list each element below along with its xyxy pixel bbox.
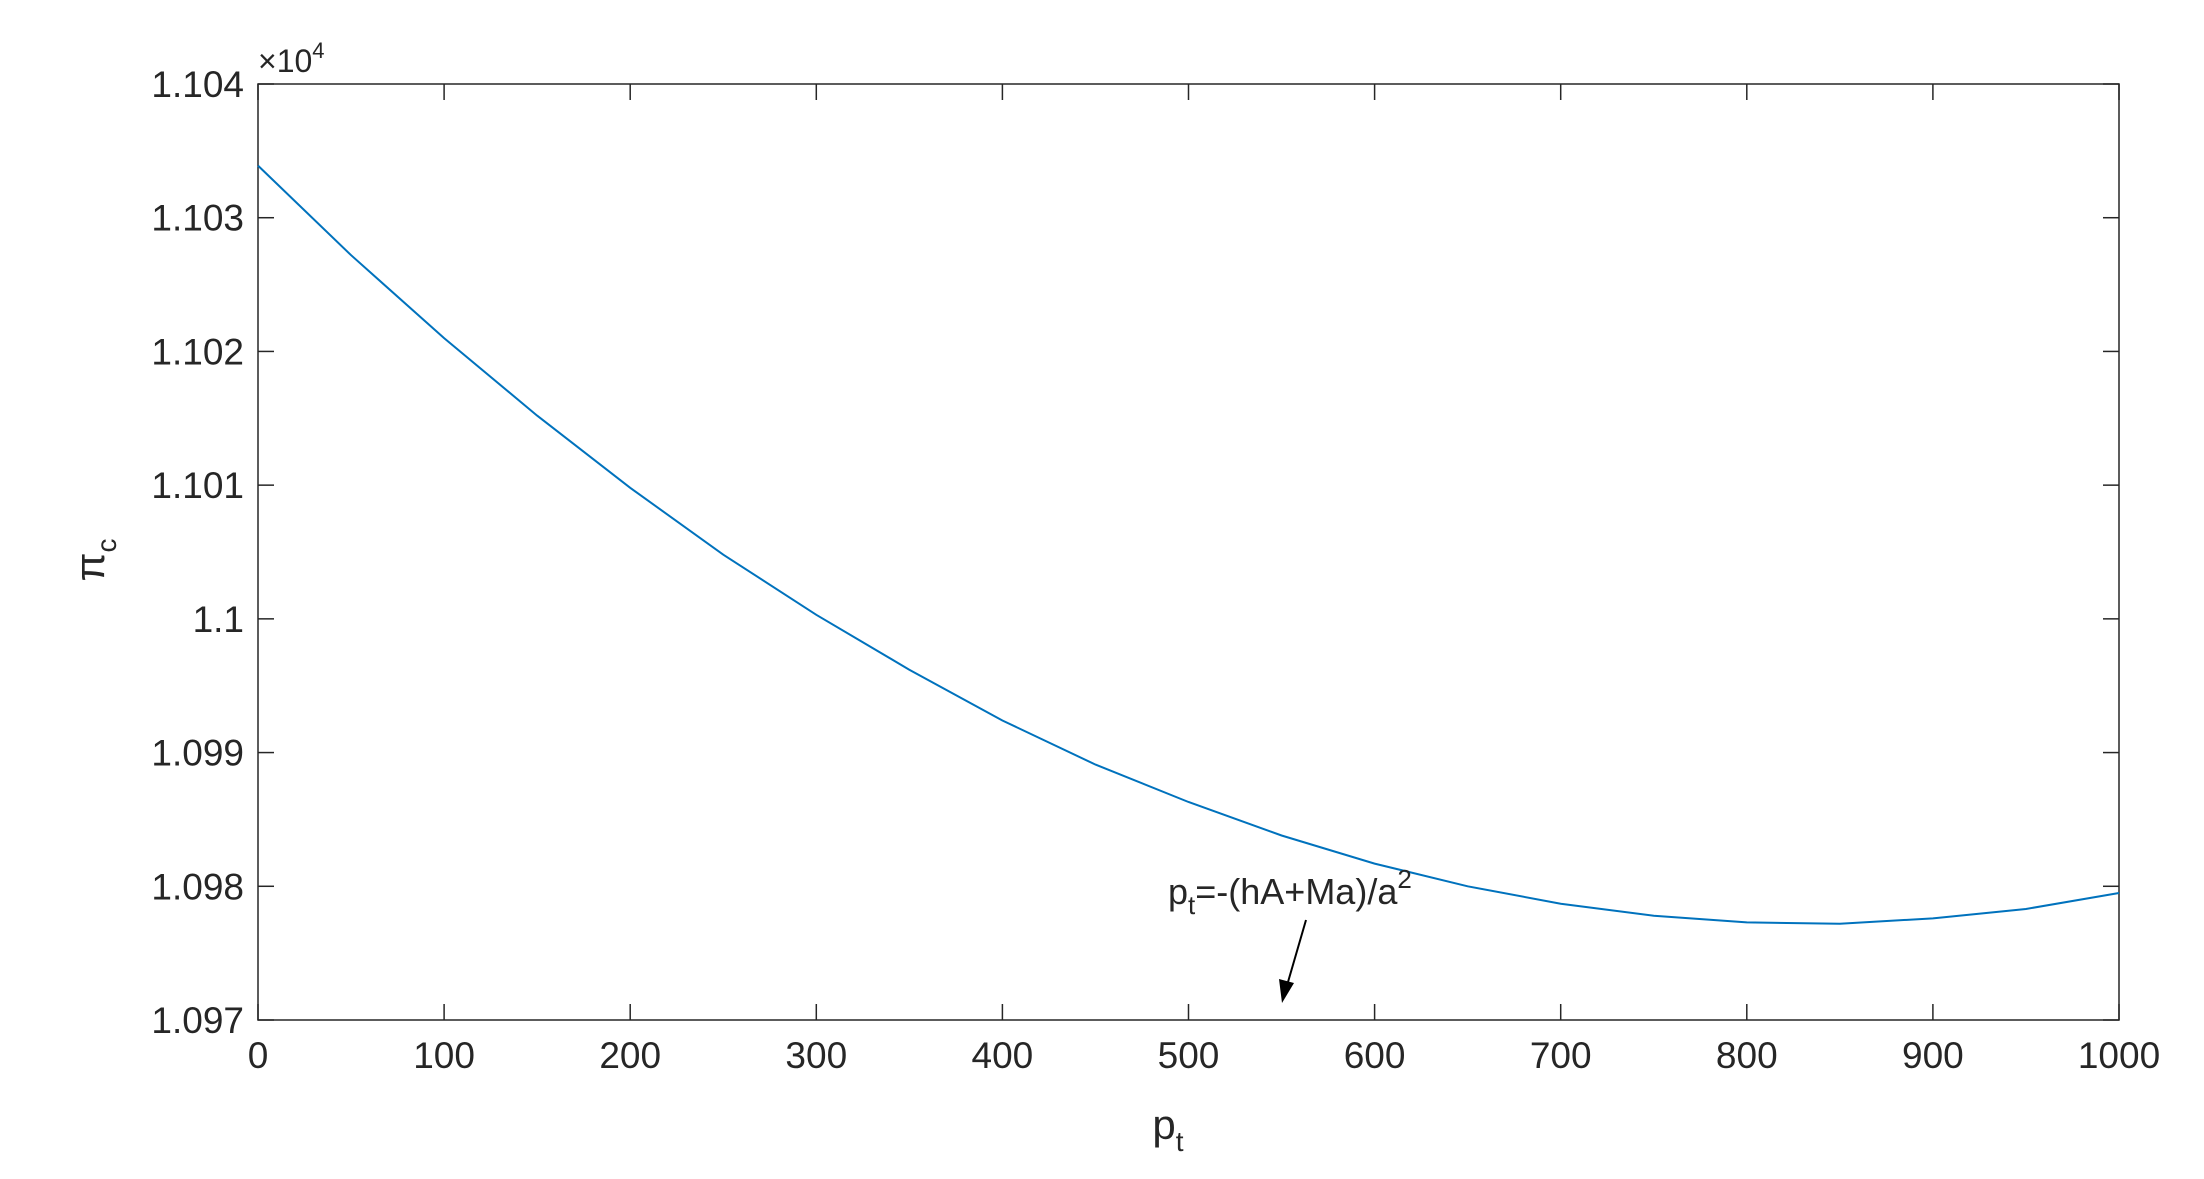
y-tick-label: 1.097 bbox=[151, 1000, 244, 1041]
x-tick-label: 300 bbox=[785, 1035, 847, 1076]
x-tick-label: 500 bbox=[1158, 1035, 1220, 1076]
y-tick-label: 1.103 bbox=[151, 198, 244, 239]
x-tick-label: 400 bbox=[972, 1035, 1034, 1076]
x-tick-label: 0 bbox=[248, 1035, 269, 1076]
series-line bbox=[257, 164, 2120, 925]
x-tick-label: 900 bbox=[1902, 1035, 1964, 1076]
x-axis-title: pt bbox=[1152, 1101, 1183, 1157]
x-tick-label: 600 bbox=[1344, 1035, 1406, 1076]
annotation-label: pt=-(hA+Ma)/a2 bbox=[1168, 864, 1412, 920]
x-tick-label: 100 bbox=[413, 1035, 475, 1076]
y-tick-label: 1.099 bbox=[151, 733, 244, 774]
annotation-arrow-head bbox=[1279, 979, 1294, 1003]
y-tick-label: 1.1 bbox=[193, 599, 244, 640]
y-tick-label: 1.102 bbox=[151, 331, 244, 372]
x-tick-label: 800 bbox=[1716, 1035, 1778, 1076]
y-axis-title: πc bbox=[66, 539, 122, 582]
x-axis: 0 100 200 300 400 500 600 700 800 900 1000 bbox=[248, 84, 2160, 1076]
y-tick-label: 1.098 bbox=[151, 866, 244, 907]
x-tick-label: 1000 bbox=[2078, 1035, 2160, 1076]
y-multiplier: ×104 bbox=[258, 38, 325, 79]
y-tick-label: 1.104 bbox=[151, 64, 244, 105]
x-tick-label: 200 bbox=[599, 1035, 661, 1076]
y-axis: 1.097 1.098 1.099 1.1 1.101 1.102 1.103 1.104 bbox=[151, 64, 2119, 1041]
x-tick-label: 700 bbox=[1530, 1035, 1592, 1076]
y-tick-label: 1.101 bbox=[151, 465, 244, 506]
annotation-arrow bbox=[1287, 919, 1307, 983]
